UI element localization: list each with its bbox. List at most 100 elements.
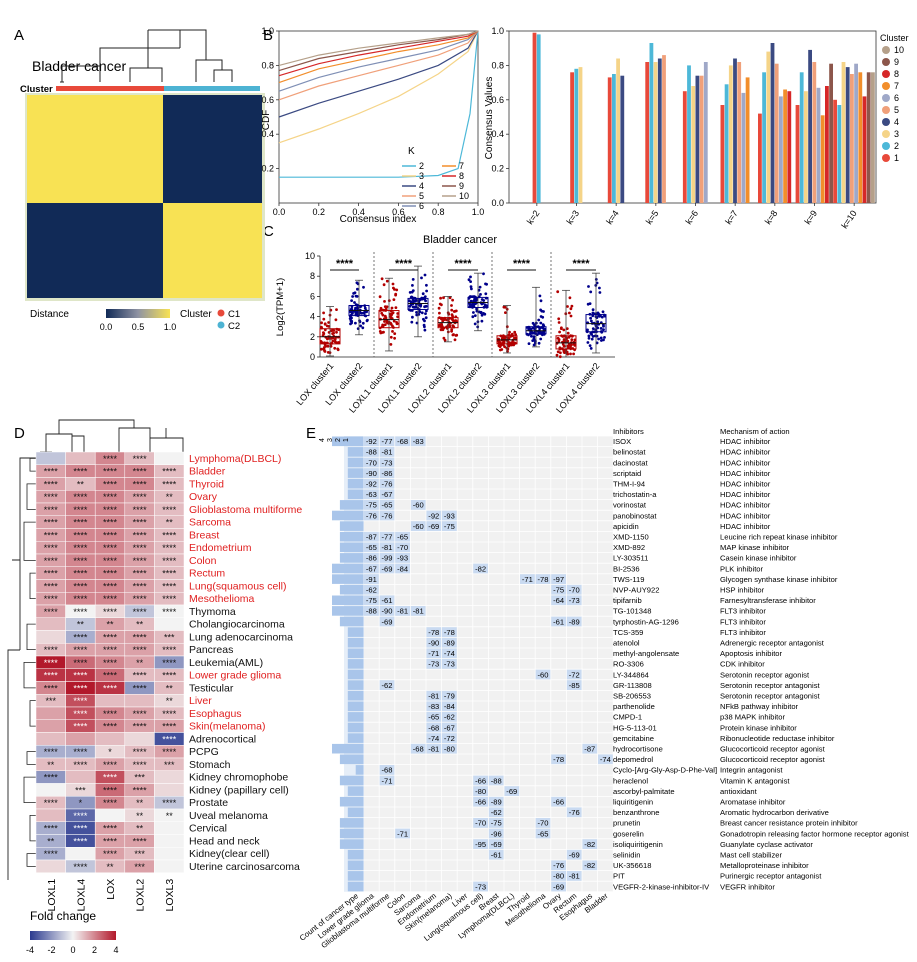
bar-ytick-label: 0.6 [491,95,504,105]
table-cell-fill [379,510,395,521]
cdf-ytick-label: 0.2 [261,164,274,174]
box-point [450,308,454,312]
heatmap-cell [35,859,66,873]
box-point [559,351,562,355]
heatmap-cell [94,808,126,822]
heatmap-cell-stars: **** [162,467,177,477]
box-point [471,302,474,306]
heatmap-cell [154,859,185,873]
table-cell-fill [566,595,582,606]
heatmap-col-labels: LOXL1 LOXL4 LOX LOXL2 LOXL3 [46,879,176,912]
heatmap-col-label: LOXL2 [135,879,147,912]
table-drug-name: heraclenol [613,776,648,785]
box-point [413,299,417,303]
box-point [591,335,595,338]
box-point [382,330,385,334]
table-cell-value: -73 [382,458,393,467]
bar-legend-dot [882,118,890,126]
cdf-xtick-label: 0.8 [432,207,445,217]
table-moa: Aromatic hydrocarbon derivative [720,808,829,817]
heatmap-cell-stars: **** [44,530,59,540]
heatmap-cell [65,732,96,746]
box-point [590,319,593,323]
box-point [362,285,365,289]
box-point [598,291,602,294]
box-sig-stars: **** [395,258,413,270]
heatmap-cell-stars: ** [136,620,144,630]
heatmap-cell-stars: **** [73,467,88,477]
bar-ytick-label: 0.2 [491,164,504,174]
bar-legend-title: Cluster [880,33,909,43]
box-point [418,310,422,314]
box-point [572,342,576,346]
box-point [598,314,602,318]
bar-ytick-label: 1.0 [491,26,504,36]
cdf-ylabel: CDF [261,110,272,131]
heatmap-cell-stars: **** [103,569,118,579]
box-point [332,331,335,335]
bar-k=6-cluster3 [691,86,696,203]
table-moa-header: Mechanism of action [720,427,790,436]
table-cell-fill [364,489,379,500]
box-point [349,322,352,326]
heatmap-cell-stars: **** [73,722,88,732]
heatmap-cell-stars: **** [73,709,88,719]
table-moa: Integrin antagonist [720,766,783,775]
table-cell-fill [426,690,442,701]
count-bar [347,478,364,489]
box-point [451,314,454,318]
heatmap-cell-stars: **** [133,683,148,693]
box-point [391,282,395,286]
box-point [531,339,535,342]
table-cell-value: -74 [444,649,455,658]
heatmap-cell-stars: **** [133,709,148,719]
table-cell-value: -79 [444,692,455,701]
table-cell-value: -83 [413,437,424,446]
table-drug-name: PIT [613,872,625,881]
panel-a-legend-c1-dot [217,309,225,317]
table-cell-value: -74 [600,755,611,764]
heatmap-row-label: Rectum [189,568,225,580]
table-cell-fill [364,574,379,584]
count-axis-label: 1 [343,438,350,442]
table-cell-fill [379,680,395,690]
bar-k=4-cluster3 [616,58,620,203]
heatmap-cell-stars: **** [162,671,177,681]
box-point [600,315,604,319]
box-point [410,320,414,324]
box-point [514,333,517,336]
table-cell-value: -88 [366,448,377,457]
heatmap-cell [35,630,66,644]
box-point [556,290,560,294]
table-cell-fill [379,553,395,563]
panel-a-cluster-label: Cluster [20,84,53,95]
heatmap-cell-stars: **** [103,530,118,540]
heatmap-cell-stars: **** [162,722,177,732]
box-point [425,309,428,313]
box-point [350,310,354,314]
count-axis-label: 2 [335,438,342,442]
bar-k=8-cluster2 [762,72,766,203]
panel-a-block-c1c1 [27,95,163,203]
box-point [445,318,448,322]
count-bar [347,881,364,892]
table-cell-value: -88 [491,776,502,785]
heatmap-cell-stars: **** [133,632,148,642]
box-point [473,322,477,326]
heatmap-cell [35,783,66,797]
table-cell-value: -76 [382,480,393,489]
heatmap-cell-stars: ** [166,683,174,693]
table-cell-value: -87 [366,533,377,542]
table-cell-fill [426,627,442,637]
table-cell-value: -71 [428,649,439,658]
box-point [332,329,336,332]
box-point [323,322,327,326]
box-point [538,294,542,298]
box-iqr [378,310,400,329]
table-cell-value: -82 [475,564,486,573]
table-drug-name: atenolol [613,639,640,648]
box-point [393,288,396,291]
table-cell-fill [379,447,395,457]
count-bar [347,489,364,500]
box-sig-stars: **** [454,258,472,270]
